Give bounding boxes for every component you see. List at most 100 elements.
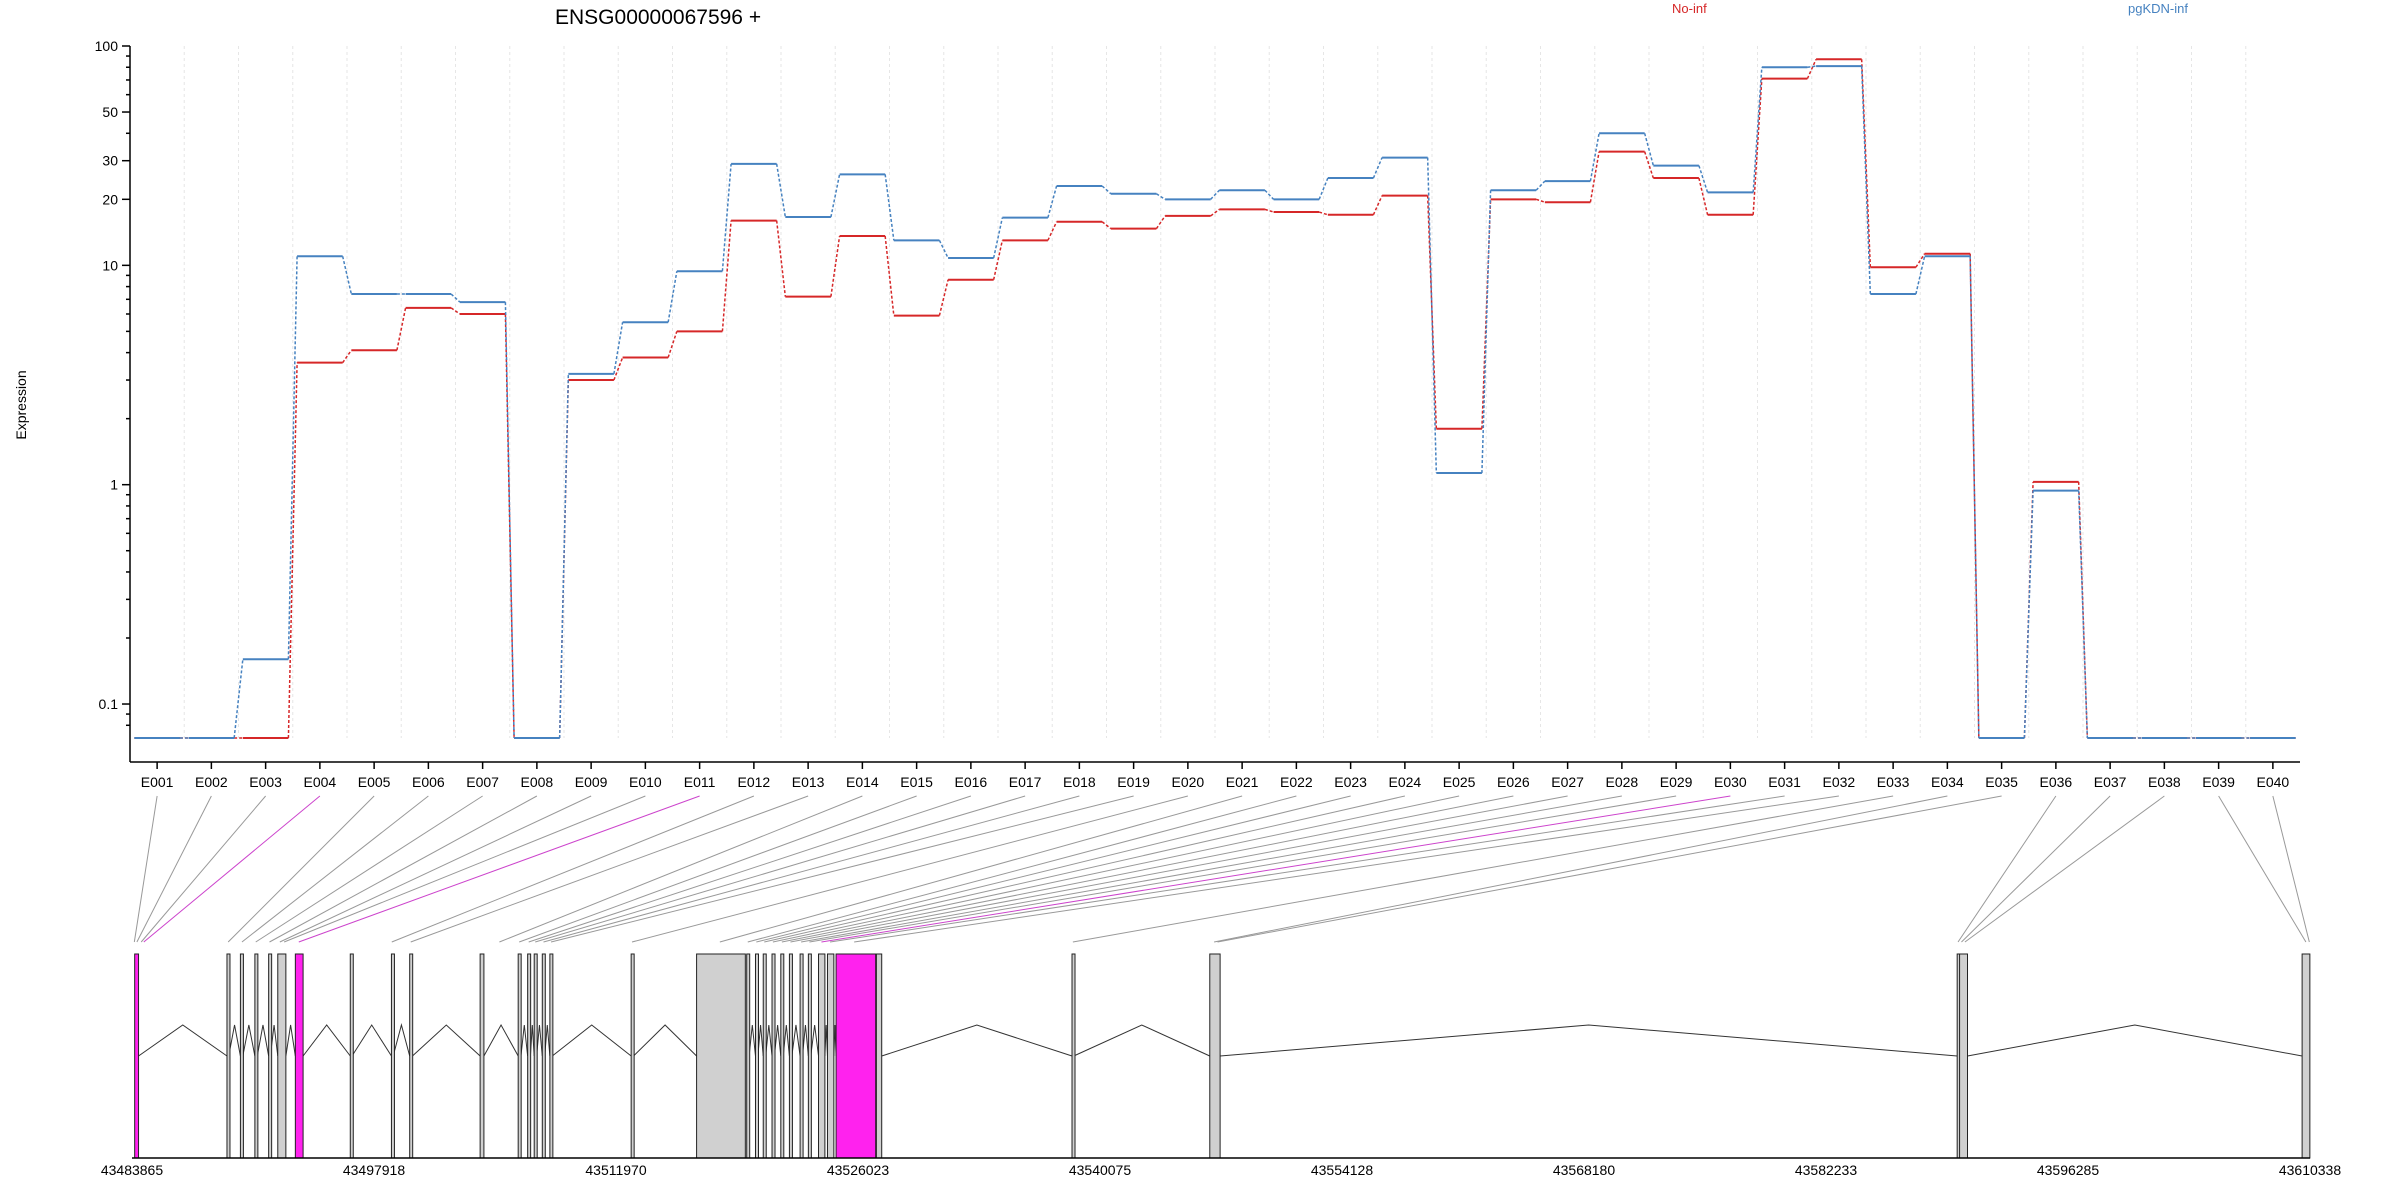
x-tick-label: E027 xyxy=(1551,774,1584,790)
y-tick-label: 10 xyxy=(102,257,118,273)
connector xyxy=(1860,66,1872,295)
connector xyxy=(1372,157,1383,179)
connector xyxy=(884,174,895,241)
exon-link xyxy=(1957,795,2057,943)
genomic-tick-label: 43582233 xyxy=(1795,1162,1858,1178)
connector xyxy=(1969,253,1980,739)
x-tick-label: E007 xyxy=(466,774,499,790)
genomic-tick-label: 43596285 xyxy=(2037,1162,2100,1178)
connector xyxy=(721,220,732,332)
series xyxy=(134,58,2296,739)
legend-no-inf: No-inf xyxy=(1672,1,1707,16)
exon xyxy=(818,953,826,1159)
x-tick-label: E031 xyxy=(1768,774,1801,790)
genomic-tick-label: 43554128 xyxy=(1311,1162,1374,1178)
y-tick-label: 100 xyxy=(95,38,119,54)
connector xyxy=(2077,490,2089,739)
connector xyxy=(992,217,1004,259)
x-tick-label: E014 xyxy=(846,774,879,790)
exon xyxy=(349,953,354,1159)
exon-link xyxy=(631,795,1189,943)
genomic-tick-label: 43568180 xyxy=(1553,1162,1616,1178)
x-tick-label: E019 xyxy=(1117,774,1150,790)
exon xyxy=(268,953,273,1159)
x-tick-label: E028 xyxy=(1606,774,1639,790)
intron xyxy=(633,1024,697,1057)
connector xyxy=(1264,189,1275,200)
exon-link xyxy=(410,795,809,943)
exon xyxy=(533,953,538,1159)
x-tick-label: E029 xyxy=(1660,774,1693,790)
exon-link xyxy=(255,795,483,943)
x-tick-label: E003 xyxy=(249,774,282,790)
exon-link xyxy=(269,795,538,943)
x-tick-label: E033 xyxy=(1877,774,1910,790)
x-tick-label: E040 xyxy=(2257,774,2290,790)
exon-link xyxy=(550,795,1134,943)
connector xyxy=(775,220,787,297)
exon xyxy=(517,953,522,1159)
exon-link xyxy=(543,795,1080,943)
exon xyxy=(409,953,414,1159)
x-tick-label: E013 xyxy=(792,774,825,790)
exon-link xyxy=(854,795,1839,943)
connector xyxy=(1156,193,1166,200)
connector xyxy=(1426,157,1438,474)
intron xyxy=(412,1024,481,1057)
exon xyxy=(630,953,635,1159)
exon xyxy=(390,953,395,1159)
y-tick-label: 30 xyxy=(102,153,118,169)
intron xyxy=(1967,1024,2303,1057)
exon-link xyxy=(2218,795,2307,943)
genomic-tick-label: 43526023 xyxy=(827,1162,890,1178)
gene-model xyxy=(134,953,2311,1159)
exon-link xyxy=(790,795,1568,943)
exon-link xyxy=(1961,795,2111,943)
exon xyxy=(875,953,883,1159)
connector xyxy=(1047,221,1058,241)
exon-link xyxy=(772,795,1460,943)
x-tick-label: E035 xyxy=(1985,774,2018,790)
exon-link xyxy=(499,795,863,943)
intron xyxy=(483,1023,519,1057)
intron xyxy=(1073,1024,1210,1057)
connector xyxy=(1264,208,1274,213)
intron xyxy=(351,1024,392,1057)
exon xyxy=(277,953,287,1159)
exon-link xyxy=(719,795,1243,943)
connector xyxy=(1372,195,1383,216)
x-tick-label: E012 xyxy=(738,774,771,790)
exon xyxy=(549,953,554,1159)
connector xyxy=(2077,481,2089,739)
intron xyxy=(242,1024,256,1057)
exon xyxy=(226,953,231,1159)
exon xyxy=(696,953,746,1159)
connector xyxy=(558,373,570,739)
exon-link xyxy=(1072,795,1894,943)
x-tick-label: E030 xyxy=(1714,774,1747,790)
connector xyxy=(721,163,732,272)
x-tick-label: E039 xyxy=(2202,774,2235,790)
exon-link xyxy=(279,795,592,943)
connector xyxy=(287,256,298,660)
x-tick-label: E006 xyxy=(412,774,445,790)
exon-link xyxy=(801,795,1622,943)
x-tick-label: E026 xyxy=(1497,774,1530,790)
intron xyxy=(881,1024,1073,1057)
x-tick-label: E032 xyxy=(1823,774,1856,790)
exon-link xyxy=(535,795,1026,943)
connector xyxy=(1047,185,1058,218)
exon xyxy=(754,953,759,1159)
x-tick-label: E022 xyxy=(1280,774,1313,790)
connector xyxy=(1481,190,1492,474)
exon-link xyxy=(829,795,1785,943)
connector xyxy=(1426,195,1438,429)
exon xyxy=(2301,953,2311,1159)
exon-link xyxy=(821,795,1731,943)
exon xyxy=(780,953,785,1159)
connector xyxy=(1752,67,1763,193)
connector xyxy=(992,240,1004,280)
exon-highlighted xyxy=(294,953,304,1159)
x-tick-label: E005 xyxy=(358,774,391,790)
connector xyxy=(233,659,244,739)
